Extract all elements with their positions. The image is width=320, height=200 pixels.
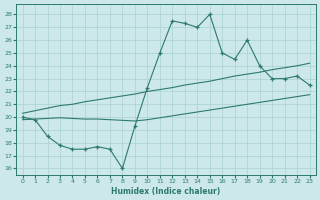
X-axis label: Humidex (Indice chaleur): Humidex (Indice chaleur) (111, 187, 221, 196)
